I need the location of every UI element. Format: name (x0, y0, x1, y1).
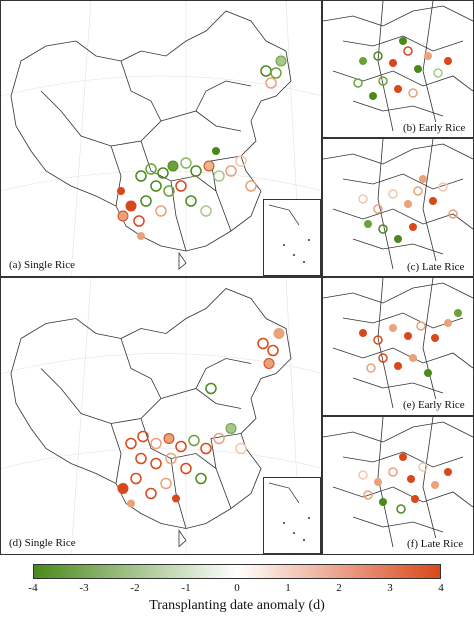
panel-f-late-rice-map: (f) Late Rice (322, 416, 474, 555)
stations-b (353, 37, 452, 100)
colorbar-tick-label: 3 (387, 582, 393, 594)
panel-a-single-rice-map: (a) Single Rice (0, 0, 322, 277)
stations-d (117, 328, 285, 508)
inset-svg (268, 204, 310, 263)
panel-d-single-rice-map: (d) Single Rice (0, 277, 322, 555)
map-f-svg (323, 417, 473, 548)
stations-a (117, 55, 287, 240)
china-outline (10, 10, 292, 270)
graticule (1, 1, 321, 276)
inset-svg (268, 482, 310, 541)
panel-b-early-rice-map: (b) Early Rice (322, 0, 474, 138)
inset-south-china-sea (263, 199, 321, 276)
panel-e-label: (e) Early Rice (401, 399, 467, 411)
colorbar-tick-label: 1 (285, 582, 291, 594)
stations-e (359, 309, 462, 377)
stations-c (358, 175, 458, 243)
colorbar-tick-label: 4 (438, 582, 444, 594)
map-c-svg (323, 139, 473, 270)
map-b-svg (323, 1, 473, 132)
panel-c-label: (c) Late Rice (405, 261, 467, 273)
map-a-svg (1, 1, 321, 276)
china-outline-zoom (323, 278, 473, 409)
colorbar-tick-label: -1 (181, 582, 191, 594)
stations-f (358, 453, 452, 514)
panel-a-label: (a) Single Rice (7, 259, 77, 271)
panel-c-late-rice-map: (c) Late Rice (322, 138, 474, 277)
colorbar-tick-label: -4 (28, 582, 38, 594)
colorbar-tick-label: -2 (130, 582, 140, 594)
panel-f-label: (f) Late Rice (405, 538, 466, 550)
map-d-svg (1, 278, 321, 554)
china-outline-zoom (323, 1, 473, 132)
colorbar-tick-label: -3 (79, 582, 89, 594)
colorbar-legend: -4 -3 -2 -1 0 1 2 3 4 Transplanting date anomaly… (0, 560, 474, 620)
colorbar-title: Transplanting date anomaly (d) (149, 598, 325, 613)
colorbar-tick-label: 0 (234, 582, 240, 594)
china-outline (10, 288, 292, 548)
china-outline-zoom (323, 139, 473, 270)
colorbar-tick-label: 2 (336, 582, 342, 594)
panel-d-label: (d) Single Rice (7, 537, 78, 549)
colorbar-gradient (33, 564, 441, 579)
map-e-svg (323, 278, 473, 409)
panel-b-label: (b) Early Rice (401, 122, 468, 134)
china-outline-zoom (323, 417, 473, 548)
graticule (1, 278, 321, 554)
panel-e-early-rice-map: (e) Early Rice (322, 277, 474, 416)
inset-south-china-sea (263, 477, 321, 554)
